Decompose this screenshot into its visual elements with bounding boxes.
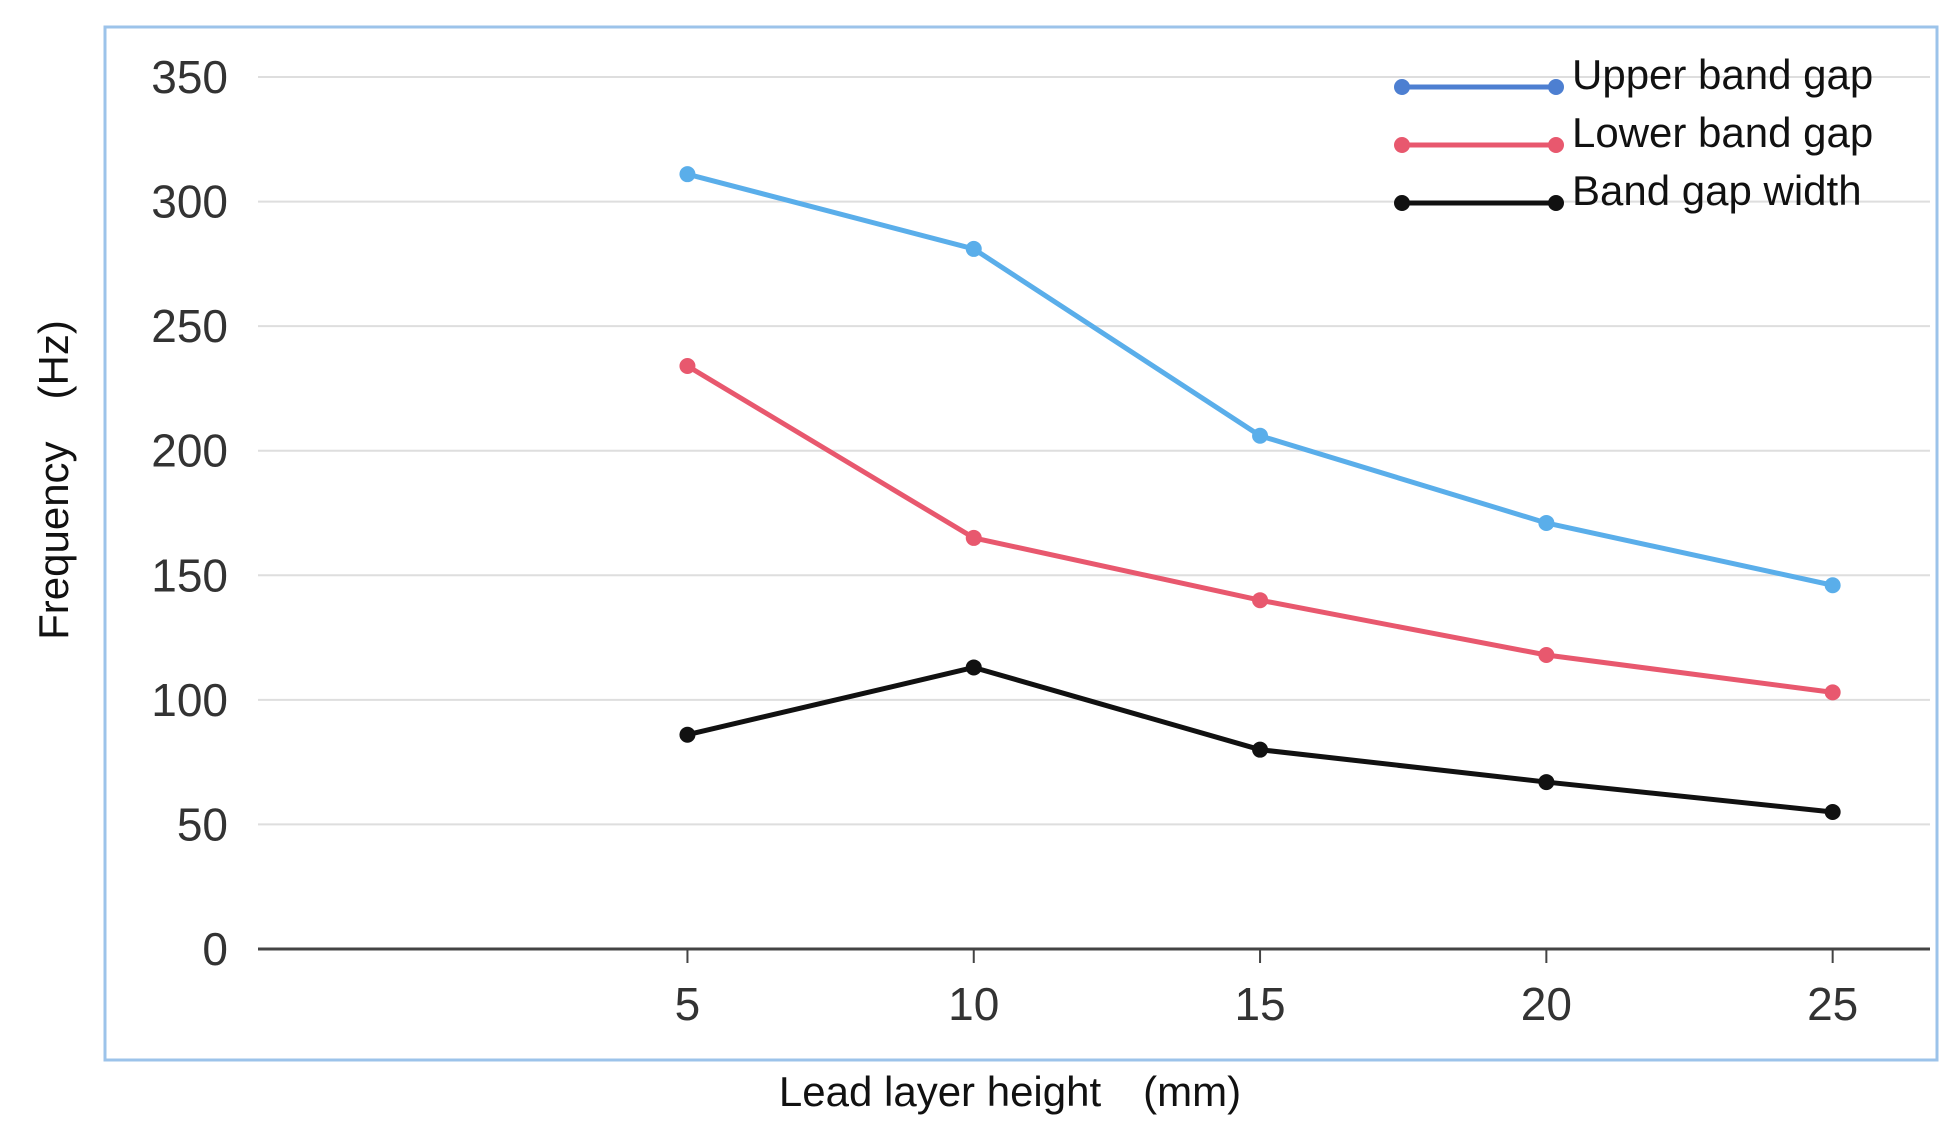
legend-marker-start-upper-band-gap <box>1394 79 1410 95</box>
data-point-upper-band-gap-5 <box>679 166 696 183</box>
data-point-lower-band-gap-25 <box>1824 684 1841 701</box>
x-tick-label-5: 5 <box>675 978 701 1030</box>
data-point-lower-band-gap-15 <box>1252 592 1269 609</box>
legend-marker-end-upper-band-gap <box>1548 79 1564 95</box>
series-layer <box>679 166 1841 820</box>
y-tick-label-350: 350 <box>151 51 228 103</box>
x-tick-label-10: 10 <box>948 978 999 1030</box>
legend-label-lower-band-gap: Lower band gap <box>1572 109 1873 156</box>
data-point-lower-band-gap-5 <box>679 358 696 375</box>
legend-label-upper-band-gap: Upper band gap <box>1572 51 1873 98</box>
x-tick-label-25: 25 <box>1807 978 1858 1030</box>
legend-marker-end-band-gap-width <box>1548 195 1564 211</box>
y-tick-label-200: 200 <box>151 425 228 477</box>
y-tick-label-50: 50 <box>177 798 228 850</box>
x-axis-title: Lead layer height (mm) <box>779 1068 1241 1115</box>
y-axis-title: Frequency (Hz) <box>30 320 77 640</box>
data-point-upper-band-gap-10 <box>965 240 982 257</box>
legend: Upper band gap Lower band gap Band gap wid… <box>1394 51 1873 214</box>
data-point-upper-band-gap-25 <box>1824 577 1841 594</box>
data-point-band-gap-width-5 <box>679 726 696 743</box>
legend-marker-start-lower-band-gap <box>1394 137 1410 153</box>
legend-label-band-gap-width: Band gap width <box>1572 167 1862 214</box>
y-tick-label-100: 100 <box>151 674 228 726</box>
x-tick-label-20: 20 <box>1521 978 1572 1030</box>
data-point-upper-band-gap-20 <box>1538 514 1555 531</box>
y-tick-label-300: 300 <box>151 176 228 228</box>
axes: 0 50 100 150 200 250 300 350 5 10 15 20 25 <box>151 51 1930 1030</box>
data-point-band-gap-width-15 <box>1252 741 1269 758</box>
data-point-lower-band-gap-10 <box>965 529 982 546</box>
data-point-lower-band-gap-20 <box>1538 647 1555 664</box>
data-point-upper-band-gap-15 <box>1252 427 1269 444</box>
y-tick-label-250: 250 <box>151 300 228 352</box>
data-point-band-gap-width-10 <box>965 659 982 676</box>
y-tick-label-0: 0 <box>202 923 228 975</box>
data-point-band-gap-width-20 <box>1538 774 1555 791</box>
legend-marker-start-band-gap-width <box>1394 195 1410 211</box>
legend-marker-end-lower-band-gap <box>1548 137 1564 153</box>
y-tick-label-150: 150 <box>151 549 228 601</box>
data-point-band-gap-width-25 <box>1824 803 1841 820</box>
x-tick-label-15: 15 <box>1234 978 1285 1030</box>
